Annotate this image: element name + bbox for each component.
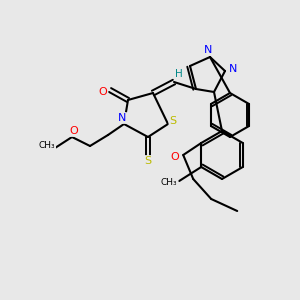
Text: CH₃: CH₃ bbox=[161, 178, 178, 188]
Text: O: O bbox=[171, 152, 180, 162]
Text: O: O bbox=[70, 126, 78, 136]
Text: S: S bbox=[144, 156, 152, 166]
Text: N: N bbox=[229, 64, 237, 74]
Text: CH₃: CH₃ bbox=[39, 140, 55, 149]
Text: N: N bbox=[204, 45, 212, 55]
Text: N: N bbox=[118, 113, 126, 123]
Text: S: S bbox=[169, 116, 177, 126]
Text: O: O bbox=[99, 87, 107, 97]
Text: H: H bbox=[175, 69, 183, 79]
